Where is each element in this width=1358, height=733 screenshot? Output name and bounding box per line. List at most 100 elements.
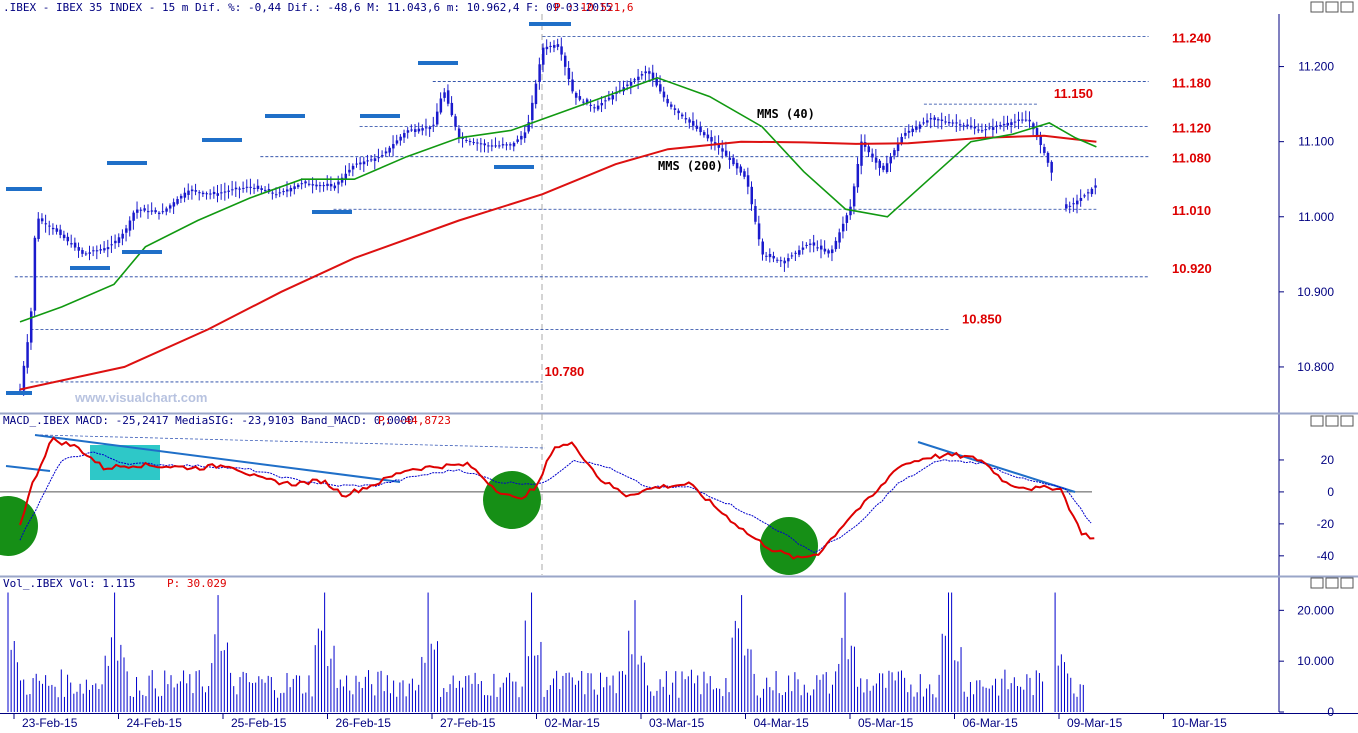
candle-body <box>29 311 33 343</box>
candle-body <box>483 143 487 146</box>
candle-body <box>1039 135 1042 146</box>
candle-body <box>900 136 903 144</box>
candle-body <box>326 183 329 186</box>
candle-body <box>384 151 388 154</box>
candle-body <box>743 171 746 177</box>
restore-icon[interactable] <box>1325 415 1339 427</box>
restore-icon[interactable] <box>1325 1 1339 13</box>
candle-body <box>699 127 702 133</box>
candle-body <box>205 193 209 195</box>
y-tick-label: 11.100 <box>1298 135 1334 149</box>
x-tick-label: 04-Mar-15 <box>754 716 810 730</box>
candle-body <box>1010 122 1013 126</box>
candle-body <box>406 130 410 133</box>
x-tick-label: 09-Mar-15 <box>1067 716 1123 730</box>
candle-body <box>289 187 293 192</box>
candle-body <box>1043 146 1046 153</box>
candle-body <box>245 186 249 188</box>
candle-body <box>201 192 205 195</box>
candle-body <box>1021 119 1024 121</box>
x-tick-label: 26-Feb-15 <box>336 716 392 730</box>
y-tick-label: 0 <box>1327 485 1334 499</box>
candle-body <box>772 255 775 259</box>
oversold-circle <box>483 471 541 529</box>
candle-body <box>765 255 768 257</box>
watermark: www.visualchart.com <box>74 390 207 405</box>
candle-body <box>362 161 366 165</box>
candle-body <box>194 190 198 192</box>
candle-body <box>523 132 527 139</box>
candle-body <box>242 187 245 189</box>
candle-body <box>59 229 62 235</box>
candle-body <box>344 173 348 180</box>
candle-body <box>633 79 636 81</box>
minimize-icon[interactable] <box>1310 1 1324 13</box>
candle-body <box>92 250 95 252</box>
candle-body <box>907 130 911 133</box>
candle-body <box>417 128 421 132</box>
macd-panel-controls[interactable] <box>1310 415 1354 427</box>
candle-body <box>556 44 560 47</box>
candle-body <box>1068 205 1072 207</box>
price-panel-controls[interactable] <box>1310 1 1354 13</box>
candle-body <box>465 140 468 142</box>
trend-line <box>5 465 51 472</box>
ma200-line <box>19 134 1097 391</box>
candle-body <box>735 162 739 169</box>
candle-body <box>915 126 918 130</box>
candle-body <box>944 121 947 123</box>
candle-body <box>366 160 369 162</box>
candle-body <box>421 128 424 131</box>
candle-body <box>439 98 443 113</box>
y-tick-label: 10.800 <box>1297 360 1334 374</box>
candle-body <box>172 202 176 207</box>
candle-body <box>593 107 596 109</box>
candle-body <box>750 186 753 205</box>
candle-body <box>816 247 819 249</box>
candle-body <box>571 79 574 92</box>
candle-body <box>790 255 794 257</box>
candle-body <box>414 129 417 132</box>
candle-body <box>578 96 582 100</box>
candle-body <box>549 45 552 47</box>
minimize-icon[interactable] <box>1310 577 1324 589</box>
candle-body <box>702 132 706 136</box>
candle-body <box>882 165 885 170</box>
minimize-icon[interactable] <box>1310 415 1324 427</box>
candle-body <box>505 144 508 146</box>
candle-body <box>940 119 944 121</box>
candle-body <box>106 247 110 250</box>
macd-line <box>19 436 1095 560</box>
candle-body <box>838 232 841 243</box>
candle-body <box>136 209 139 213</box>
candle-body <box>468 141 472 143</box>
close-icon[interactable] <box>1340 577 1354 589</box>
volume-panel-controls[interactable] <box>1310 577 1354 589</box>
candle-body <box>574 92 578 98</box>
candle-body <box>823 248 827 252</box>
candle-body <box>44 223 48 225</box>
candle-body <box>271 192 274 194</box>
candle-body <box>340 177 344 183</box>
candle-body <box>1002 123 1006 126</box>
candle-body <box>125 228 128 233</box>
candle-body <box>589 104 593 106</box>
candle-body <box>889 156 892 164</box>
close-icon[interactable] <box>1340 1 1354 13</box>
y-tick-label: 10.900 <box>1297 285 1334 299</box>
candle-body <box>787 258 790 262</box>
candle-body <box>150 210 154 212</box>
candle-body <box>355 163 358 165</box>
candle-body <box>1065 204 1068 209</box>
candle-body <box>655 78 658 86</box>
candle-body <box>805 244 808 246</box>
candle-body <box>611 95 615 100</box>
candle-body <box>432 124 435 126</box>
candle-body <box>531 102 534 121</box>
candle-body <box>498 145 501 147</box>
volume-header: Vol_.IBEX Vol: 1.115 <box>3 577 135 590</box>
restore-icon[interactable] <box>1325 577 1339 589</box>
candle-body <box>798 250 801 255</box>
close-icon[interactable] <box>1340 415 1354 427</box>
